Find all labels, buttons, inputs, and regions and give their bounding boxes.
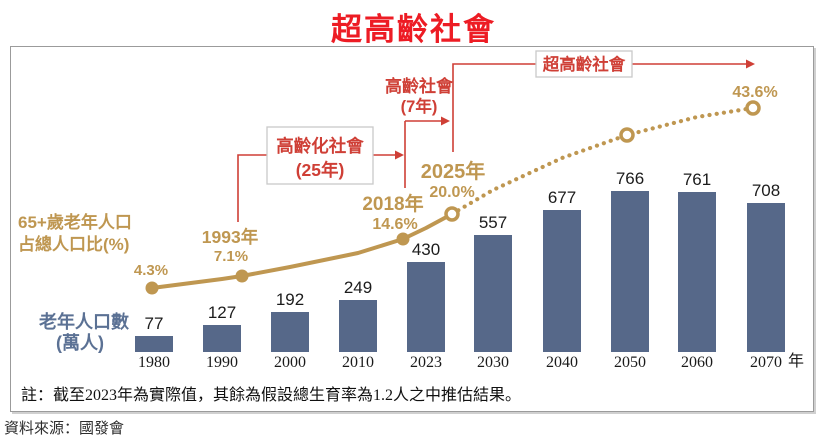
- line-series-label-1: 65+歲老年人口: [18, 212, 132, 232]
- bar-value-2060: 761: [683, 170, 711, 189]
- bar-value-2010: 249: [344, 278, 372, 297]
- bar-value-2030: 557: [479, 213, 507, 232]
- chart-frame: 77 127 192 249 430 557 677 766 761 708 1…: [10, 46, 814, 412]
- bar-2070: [747, 203, 785, 352]
- x-tick-2070: 2070: [750, 354, 782, 371]
- callout-pct-2018: 14.6%: [372, 216, 417, 233]
- marker-open-2070: [745, 100, 761, 116]
- line-series: [145, 100, 761, 295]
- marker-filled-1980: [145, 281, 159, 295]
- line-actual-solid: [150, 212, 454, 290]
- bar-value-1990: 127: [208, 303, 236, 322]
- arrowhead-25yr: [395, 150, 404, 160]
- bar-1980: [135, 336, 173, 352]
- x-tick-1990: 1990: [206, 354, 238, 371]
- bar-2023: [407, 262, 445, 352]
- x-tick-1980: 1980: [138, 354, 170, 371]
- marker-filled-2018: [396, 232, 410, 246]
- x-tick-2030: 2030: [477, 354, 509, 371]
- x-tick-2023: 2023: [410, 354, 442, 371]
- source-text: 資料來源：國發會: [4, 420, 125, 437]
- chart-note: 註：截至2023年為實際值，其餘為假設總生育率為1.2人之中推估結果。: [21, 387, 522, 404]
- marker-filled-1993: [235, 269, 249, 283]
- bracket-1993: [237, 154, 268, 222]
- arrowhead-superaged: [746, 59, 755, 69]
- page-title: 超高齡社會: [331, 12, 496, 47]
- bar-2040: [543, 210, 581, 352]
- bar-1990: [203, 325, 241, 352]
- bar-value-1980: 77: [145, 314, 164, 333]
- callout-year-1993: 1993年: [202, 227, 259, 247]
- callout-pct-1980: 4.3%: [134, 262, 168, 279]
- callout-pct-2070: 43.6%: [732, 84, 777, 101]
- callout-pct-2025: 20.0%: [429, 184, 474, 201]
- bar-value-2040: 677: [548, 188, 576, 207]
- aging-society-label-1: 高齡化社會: [276, 136, 364, 156]
- series-labels: 65+歲老年人口 占總人口比(%) 老年人口數 (萬人): [18, 212, 132, 353]
- stage-annotations: 高齡化社會 (25年) 高齡社會 (7年) 超高齡社會: [237, 50, 755, 222]
- bar-2030: [474, 235, 512, 352]
- super-aged-box: [535, 50, 633, 78]
- x-tick-2060: 2060: [681, 354, 713, 371]
- bar-series-label-1: 老年人口數: [39, 311, 129, 332]
- x-tick-2050: 2050: [614, 354, 646, 371]
- x-axis-ticks: 1980 1990 2000 2010 2023 2030 2040 2050 …: [138, 352, 804, 371]
- bar-value-2000: 192: [276, 290, 304, 309]
- bar-value-2050: 766: [616, 169, 644, 188]
- bar-series: [135, 191, 785, 352]
- callout-pct-1993: 7.1%: [214, 248, 248, 265]
- aging-society-box: [266, 126, 374, 185]
- aged-society-label-1: 高齡社會: [385, 76, 454, 96]
- callout-year-2018: 2018年: [362, 192, 423, 215]
- line-series-label-2: 占總人口比(%): [18, 234, 129, 254]
- marker-open-2025: [444, 206, 460, 222]
- aging-society-label-2: (25年): [296, 160, 345, 180]
- bracket-2025: [452, 63, 537, 152]
- chart-canvas: 77 127 192 249 430 557 677 766 761 708 1…: [18, 50, 804, 371]
- callout-year-2025: 2025年: [421, 159, 486, 183]
- x-tick-2040: 2040: [546, 354, 578, 371]
- x-axis-unit: 年: [788, 352, 804, 370]
- aged-society-label-2: (7年): [401, 96, 438, 116]
- x-tick-2010: 2010: [342, 354, 374, 371]
- x-tick-2000: 2000: [274, 354, 306, 371]
- marker-open-2050: [619, 127, 635, 143]
- bar-series-label-2: (萬人): [56, 333, 104, 353]
- bar-2060: [678, 192, 716, 352]
- arrowhead-7yr: [441, 116, 450, 126]
- bar-2050: [611, 191, 649, 352]
- bar-value-2023: 430: [412, 240, 440, 259]
- super-aged-label: 超高齡社會: [543, 54, 626, 74]
- bar-2010: [339, 300, 377, 352]
- bar-2000: [271, 312, 309, 352]
- line-callouts: 4.3% 1993年 7.1% 2018年 14.6% 2025年 20.0% …: [134, 84, 778, 279]
- bar-value-labels: 77 127 192 249 430 557 677 766 761 708: [145, 169, 781, 333]
- bar-value-2070: 708: [752, 181, 780, 200]
